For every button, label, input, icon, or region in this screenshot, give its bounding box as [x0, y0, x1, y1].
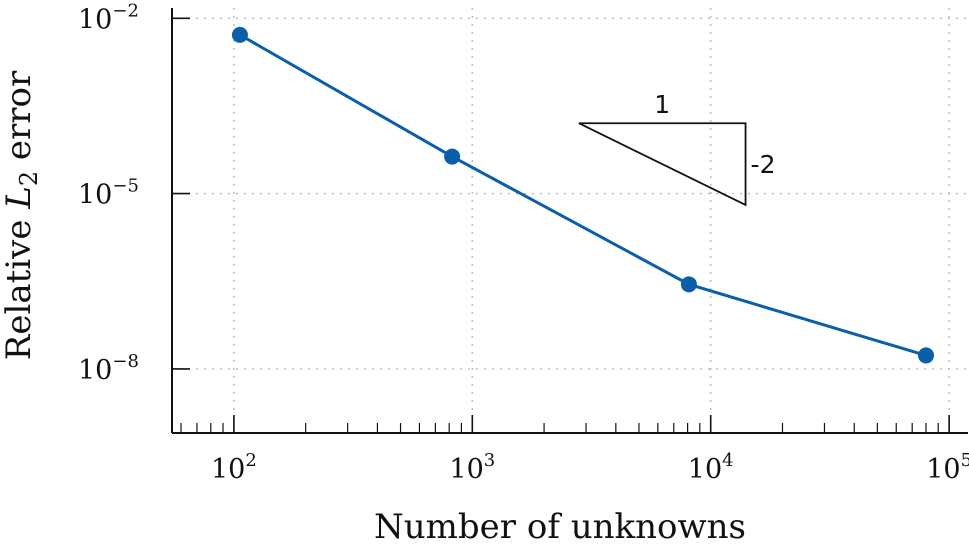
series-group — [231, 26, 935, 364]
series-line — [239, 33, 927, 357]
x-tick-label-exponent: 5 — [961, 450, 969, 471]
x-tick-label-exponent: 4 — [722, 450, 733, 471]
minor-ticks — [180, 423, 939, 433]
x-tick-labels: 102 103 104 105 — [211, 450, 969, 485]
y-tick-label-base: 10 — [78, 4, 112, 35]
x-tick-label-base: 10 — [211, 454, 245, 485]
data-point — [918, 347, 935, 364]
x-tick-label-exponent: 2 — [245, 450, 256, 471]
x-tick-label: 105 — [926, 450, 969, 485]
data-point — [231, 26, 248, 43]
x-tick-label: 102 — [211, 450, 257, 485]
y-axis-title-subscript: 2 — [15, 171, 43, 186]
x-tick-label-exponent: 3 — [484, 450, 495, 471]
slope-run-label: 1 — [654, 90, 670, 119]
major-ticks — [172, 17, 950, 433]
slope-rise-label: -2 — [751, 150, 776, 179]
x-axis-title: Number of unknowns — [374, 507, 746, 545]
y-axis-title: Relative L2 error — [0, 70, 43, 360]
y-tick-labels: 10−210−510−8 — [78, 0, 139, 386]
y-tick-label: 10−5 — [78, 176, 139, 211]
y-tick-label-exponent: −2 — [112, 0, 139, 21]
y-tick-label: 10−2 — [78, 0, 139, 35]
slope-triangle: 1 -2 — [578, 90, 776, 207]
x-tick-label: 103 — [449, 450, 495, 485]
y-tick-label-exponent: −8 — [112, 351, 139, 372]
x-tick-label: 104 — [688, 450, 734, 485]
y-tick-label-base: 10 — [78, 180, 112, 211]
y-tick-label-base: 10 — [78, 355, 112, 386]
y-axis-title-symbol: L — [0, 186, 39, 210]
y-axis-title-prefix: Relative — [0, 209, 39, 361]
slope-triangle-shape — [578, 122, 747, 207]
x-tick-label-base: 10 — [688, 454, 722, 485]
y-axis-title-suffix: error — [0, 70, 39, 171]
x-tick-label-base: 10 — [449, 454, 483, 485]
data-point — [680, 276, 697, 293]
y-tick-label-exponent: −5 — [112, 176, 139, 197]
data-point — [444, 148, 461, 165]
x-tick-label-base: 10 — [926, 454, 960, 485]
y-tick-label: 10−8 — [78, 351, 139, 386]
